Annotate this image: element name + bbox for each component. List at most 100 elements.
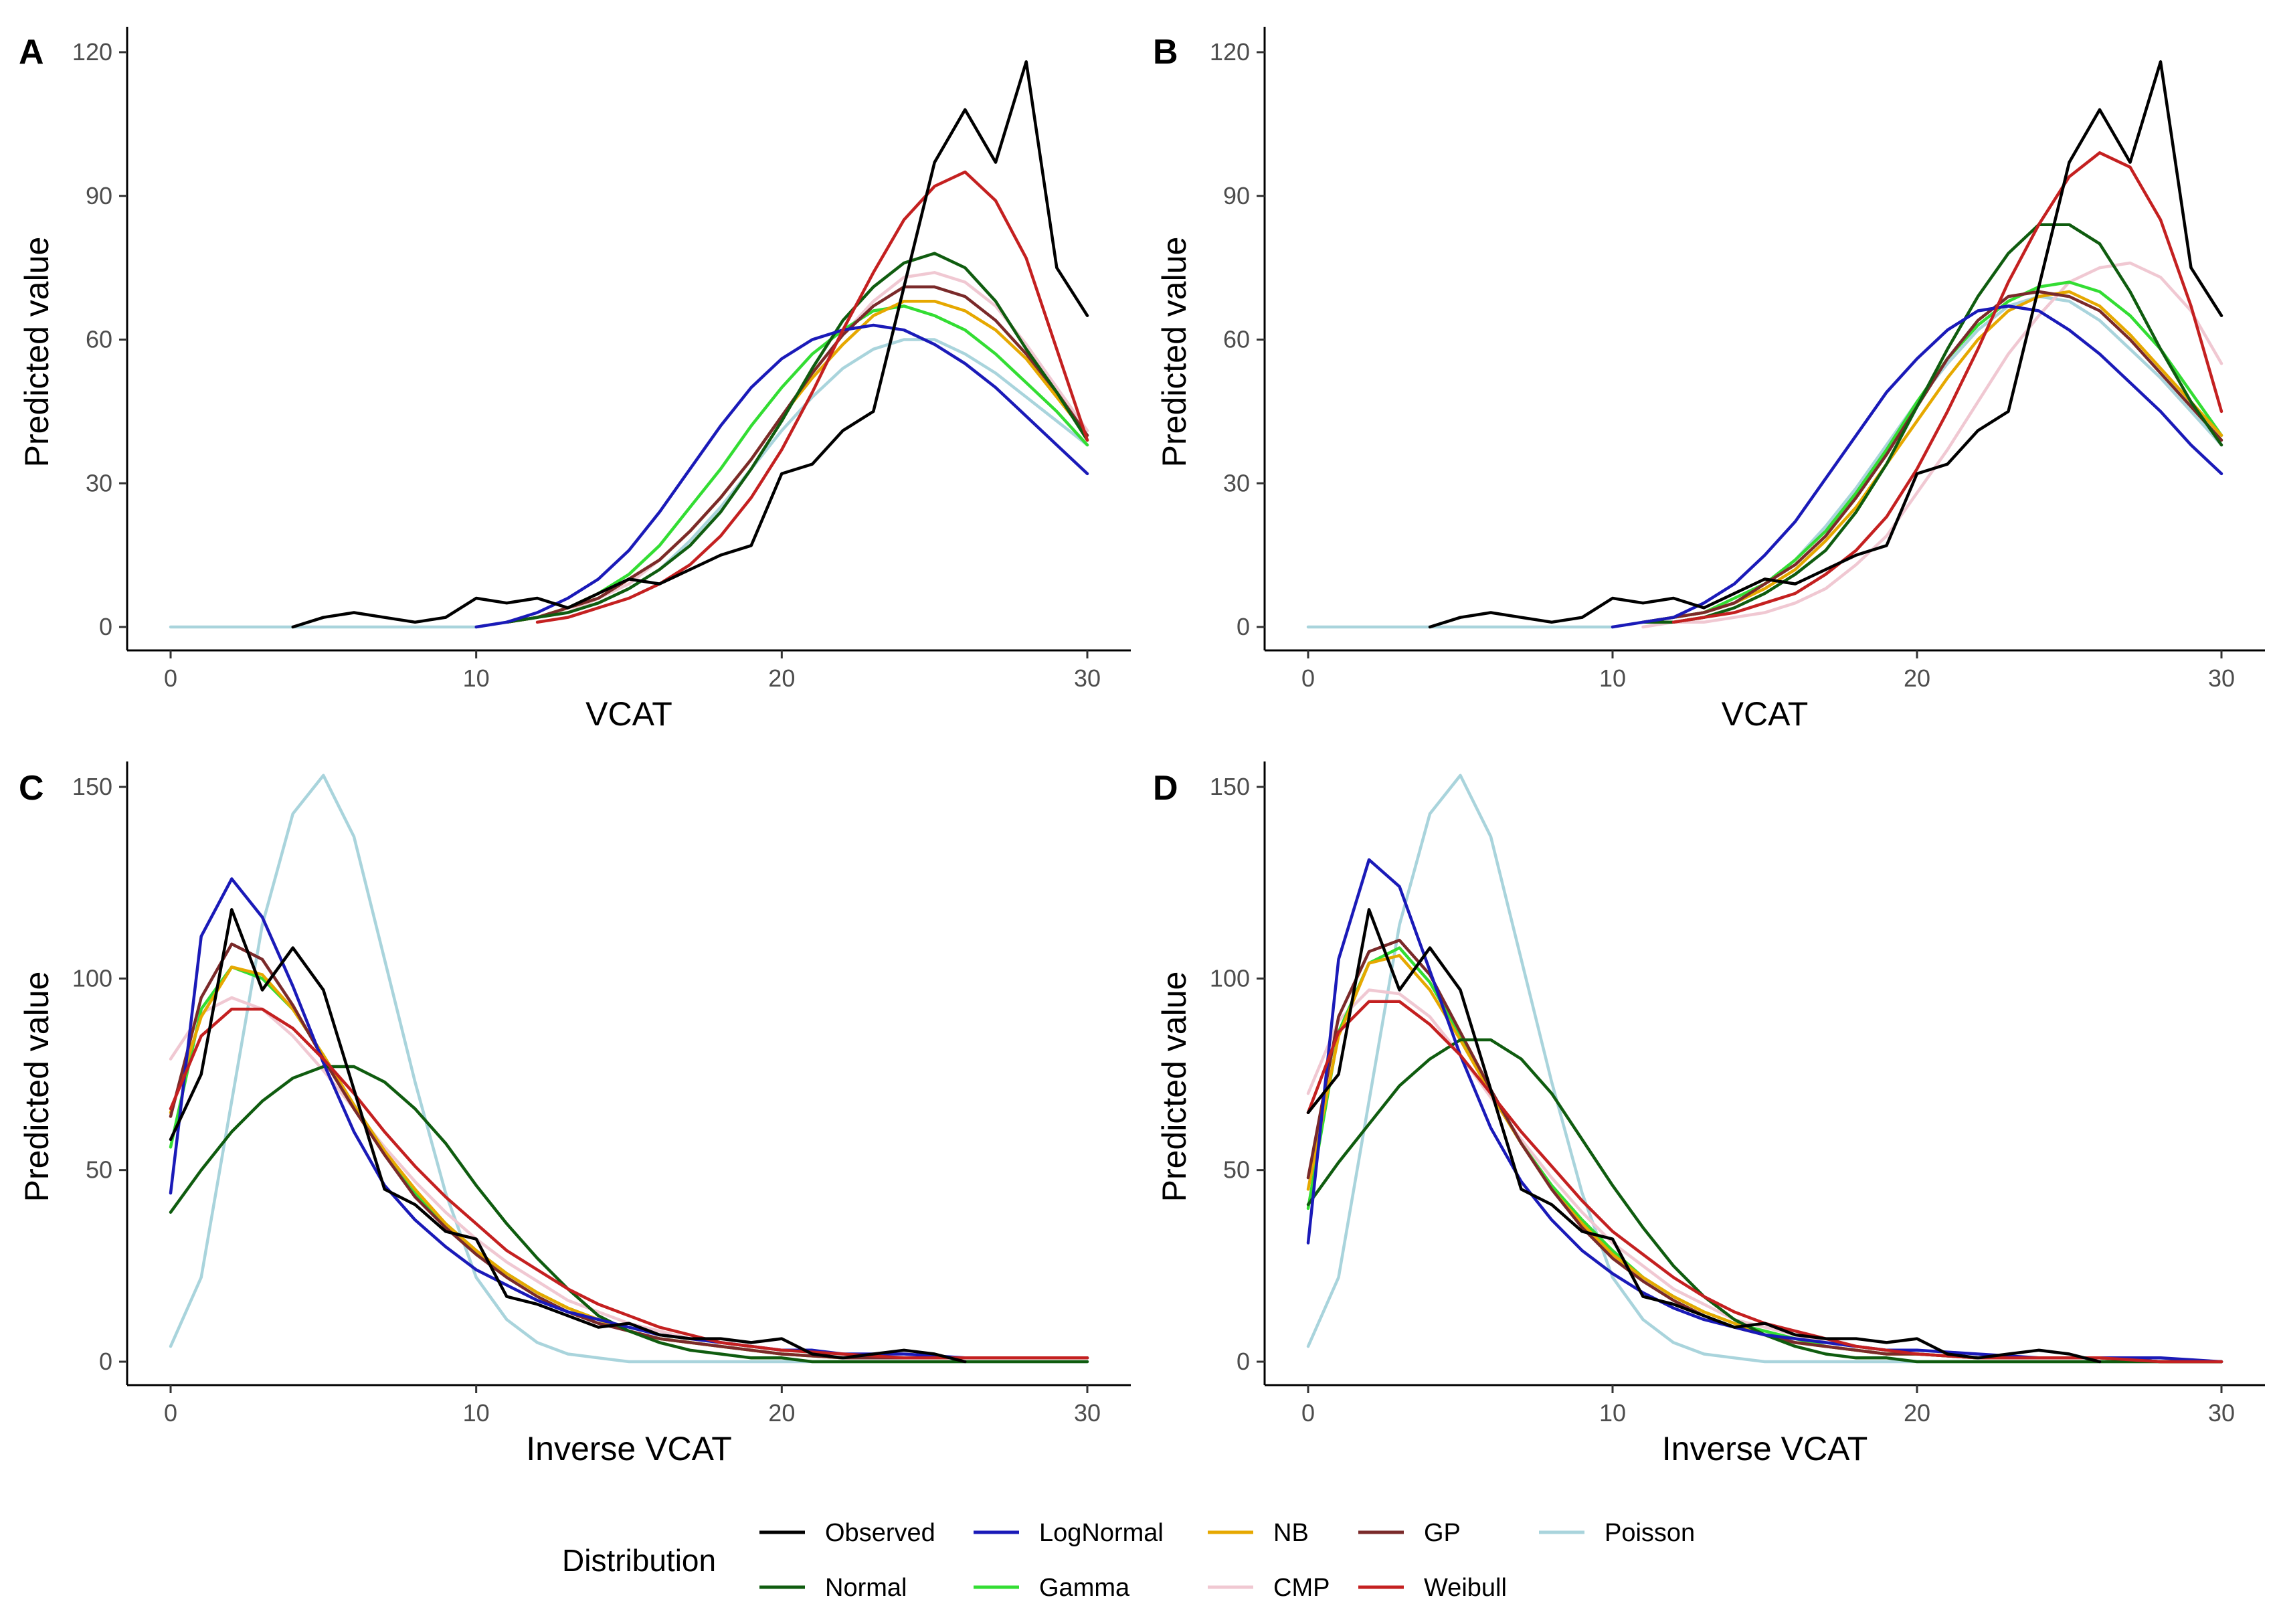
legend-label: Poisson <box>1605 1519 1695 1547</box>
legend-title: Distribution <box>562 1543 716 1578</box>
series-line-observed <box>1306 908 2102 1364</box>
legend-label: CMP <box>1273 1574 1330 1602</box>
series-line-observed <box>291 60 1089 629</box>
y-tick-label: 100 <box>1210 964 1250 992</box>
y-tick-label: 30 <box>1223 469 1250 497</box>
series-line-gp <box>1641 290 2223 624</box>
legend-label: Weibull <box>1424 1574 1507 1602</box>
series-line-gamma <box>505 304 1089 624</box>
legend-item-weibull: Weibull <box>1358 1574 1507 1602</box>
y-axis-title: Predicted value <box>1156 237 1193 468</box>
x-tick-label: 10 <box>1599 1399 1626 1427</box>
y-tick-label: 50 <box>1223 1156 1250 1184</box>
legend-item-normal: Normal <box>759 1574 907 1602</box>
x-tick-label: 10 <box>463 664 490 692</box>
y-tick-label: 90 <box>86 182 112 209</box>
legend-label: NB <box>1273 1519 1309 1547</box>
y-tick-label: 150 <box>1210 773 1250 800</box>
y-tick-label: 120 <box>72 38 112 66</box>
series-line-poisson <box>1306 774 2223 1364</box>
y-tick-label: 50 <box>86 1156 112 1184</box>
legend-item-gamma: Gamma <box>974 1574 1130 1602</box>
x-tick-label: 20 <box>768 664 795 692</box>
series-line-lognormal <box>474 323 1089 629</box>
y-tick-label: 120 <box>1210 38 1250 66</box>
series-line-lognormal <box>1611 304 2223 629</box>
legend: Distribution Observed LogNormal NB GP Poisson… <box>562 1519 1695 1602</box>
panel-tag: C <box>19 769 44 808</box>
x-tick-label: 30 <box>2208 664 2235 692</box>
series-line-normal <box>1306 1038 2223 1364</box>
panel-b: B 0 30 60 90 120 0 10 20 30 VCAT Predicted value <box>1153 27 2265 733</box>
panel-tag: D <box>1153 769 1178 808</box>
y-tick-label: 30 <box>86 469 112 497</box>
y-tick-label: 0 <box>1237 613 1250 640</box>
legend-item-poisson: Poisson <box>1539 1519 1695 1547</box>
y-tick-label: 100 <box>72 964 112 992</box>
series-line-weibull <box>535 170 1089 624</box>
x-tick-label: 10 <box>463 1399 490 1427</box>
y-tick-label: 0 <box>1237 1348 1250 1375</box>
panel-c: C 0 50 100 150 0 10 20 30 Inverse VCAT Predicted v… <box>18 761 1131 1467</box>
y-tick-label: 90 <box>1223 182 1250 209</box>
legend-item-cmp: CMP <box>1208 1574 1330 1602</box>
panel-tag: B <box>1153 33 1178 72</box>
y-tick-label: 60 <box>86 326 112 353</box>
x-tick-label: 10 <box>1599 664 1626 692</box>
series-line-poisson <box>169 774 1089 1364</box>
series-line-cmp <box>1641 261 2223 629</box>
x-tick-label: 30 <box>1074 664 1101 692</box>
series-line-cmp <box>169 996 1089 1360</box>
x-tick-label: 30 <box>2208 1399 2235 1427</box>
series-line-nb <box>1641 290 2223 624</box>
series-line-gp <box>169 942 1089 1360</box>
legend-item-lognormal: LogNormal <box>974 1519 1164 1547</box>
series-line-weibull <box>1306 1000 2223 1364</box>
series-line-observed <box>1428 60 2223 629</box>
series-line-gp <box>1306 938 2223 1364</box>
legend-label: GP <box>1424 1519 1461 1547</box>
legend-item-nb: NB <box>1208 1519 1309 1547</box>
x-tick-label: 20 <box>1904 1399 1930 1427</box>
y-tick-label: 0 <box>99 613 112 640</box>
legend-item-gp: GP <box>1358 1519 1461 1547</box>
panels-layer: A 0 30 60 90 120 0 10 20 30 VCAT Predicted value B 0 3… <box>18 27 2265 1467</box>
series-line-normal <box>505 252 1089 624</box>
panel-d: D 0 50 100 150 0 10 20 30 Inverse VCAT Predicted v… <box>1153 761 2265 1467</box>
legend-label: Gamma <box>1039 1574 1130 1602</box>
series-line-observed <box>169 908 967 1364</box>
series-line-normal <box>1641 223 2223 624</box>
x-axis-title: VCAT <box>585 695 672 733</box>
legend-label: LogNormal <box>1039 1519 1164 1547</box>
x-axis-title: Inverse VCAT <box>1662 1430 1868 1467</box>
series-line-cmp <box>1306 988 2223 1364</box>
x-tick-label: 30 <box>1074 1399 1101 1427</box>
y-axis-title: Predicted value <box>18 972 56 1202</box>
panel-a: A 0 30 60 90 120 0 10 20 30 VCAT Predicted value <box>18 27 1131 733</box>
x-tick-label: 20 <box>768 1399 795 1427</box>
legend-label: Normal <box>825 1574 907 1602</box>
panel-tag: A <box>19 33 44 72</box>
series-line-normal <box>169 1065 1089 1364</box>
x-tick-label: 0 <box>1301 664 1315 692</box>
legend-item-observed: Observed <box>759 1519 935 1547</box>
y-tick-label: 150 <box>72 773 112 800</box>
x-tick-label: 20 <box>1904 664 1930 692</box>
x-axis-title: VCAT <box>1722 695 1809 733</box>
series-line-gamma <box>1641 280 2223 624</box>
x-tick-label: 0 <box>164 664 177 692</box>
series-line-weibull <box>169 1007 1089 1360</box>
x-tick-label: 0 <box>164 1399 177 1427</box>
x-axis-title: Inverse VCAT <box>526 1430 732 1467</box>
series-line-lognormal <box>1306 858 2223 1364</box>
x-tick-label: 0 <box>1301 1399 1315 1427</box>
series-line-weibull <box>1671 151 2223 624</box>
series-line-gp <box>505 285 1089 624</box>
legend-label: Observed <box>825 1519 935 1547</box>
y-tick-label: 60 <box>1223 326 1250 353</box>
y-tick-label: 0 <box>99 1348 112 1375</box>
y-axis-title: Predicted value <box>1156 972 1193 1202</box>
y-axis-title: Predicted value <box>18 237 56 468</box>
series-line-poisson <box>169 338 1089 629</box>
